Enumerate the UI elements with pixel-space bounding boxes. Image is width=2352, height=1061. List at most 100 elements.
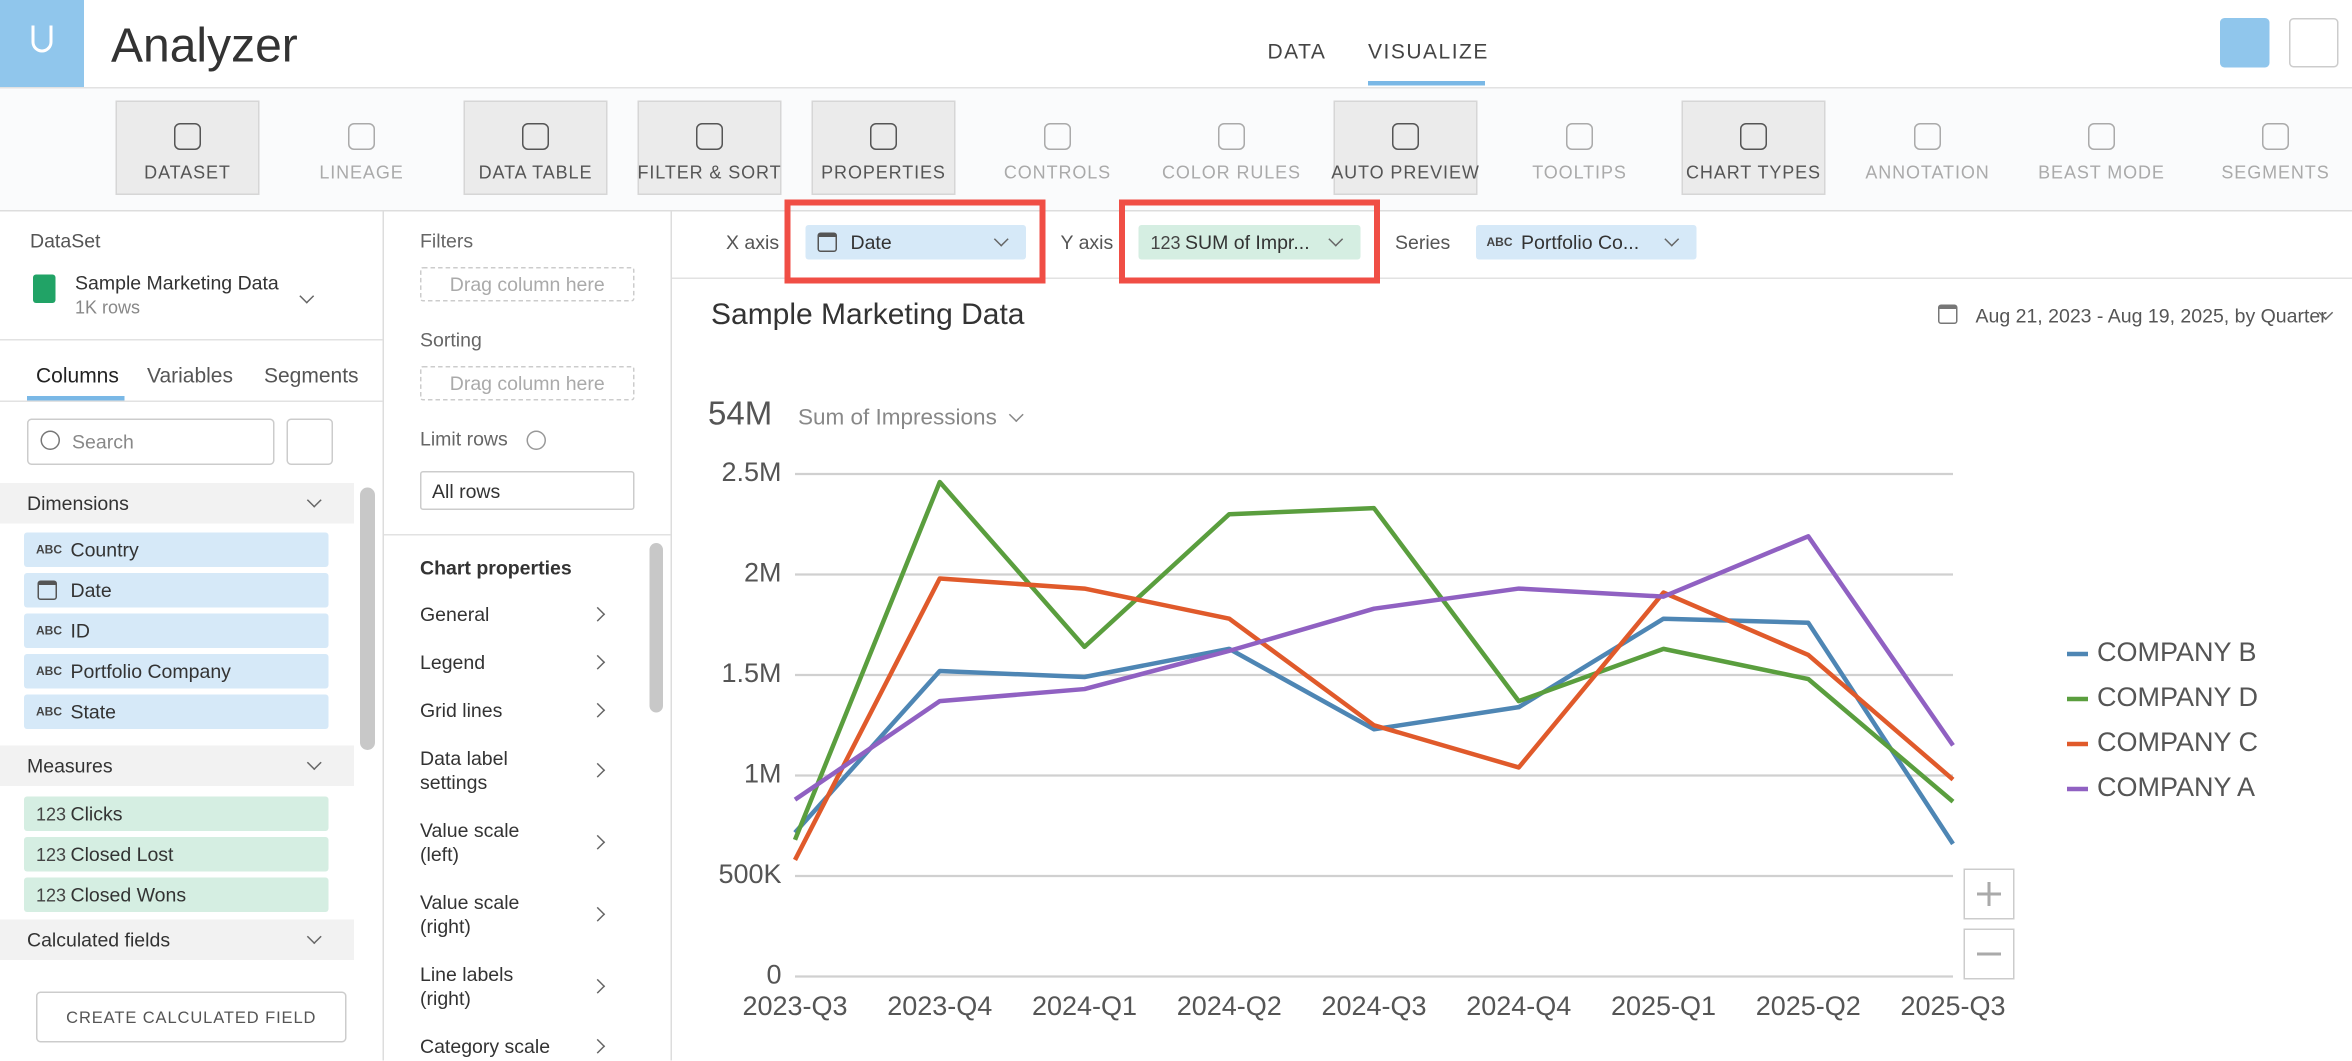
- nav-tab[interactable]: DATA: [1267, 39, 1327, 63]
- dataset-label: DataSet: [30, 229, 101, 253]
- toolbar-icon: [2262, 123, 2289, 150]
- tools-button[interactable]: [2220, 18, 2270, 68]
- y-tick-label: 1.5M: [721, 658, 781, 688]
- property-item[interactable]: Line labels: [420, 963, 514, 986]
- field-chip[interactable]: [24, 613, 329, 648]
- property-item[interactable]: (left): [420, 843, 459, 866]
- header-border: [0, 87, 2352, 89]
- axis-value: SUM of Impr...: [1185, 231, 1310, 254]
- field-type: 123: [36, 804, 67, 825]
- field-chip[interactable]: [24, 654, 329, 689]
- axis-chip[interactable]: [1138, 225, 1361, 260]
- toolbar-button[interactable]: [115, 100, 260, 195]
- x-tick-label: 2023-Q3: [742, 991, 847, 1021]
- toolbar-border: [0, 210, 2352, 212]
- undo-button[interactable]: [2289, 18, 2339, 68]
- toolbar-icon: [348, 123, 375, 150]
- x-tick-label: 2025-Q3: [1900, 991, 2005, 1021]
- section-title: Dimensions: [27, 492, 129, 515]
- panel-tab[interactable]: Segments: [264, 363, 359, 387]
- chevron: [590, 906, 606, 922]
- summary-value: 54M: [708, 394, 773, 433]
- toolbar-button[interactable]: [1681, 100, 1826, 195]
- property-item[interactable]: Legend: [420, 651, 486, 674]
- y-tick-label: 2.5M: [721, 457, 781, 487]
- field-chip[interactable]: [24, 837, 329, 872]
- property-item[interactable]: Value scale: [420, 891, 520, 914]
- property-item[interactable]: (right): [420, 987, 471, 1010]
- toolbar-label: BEAST MODE: [2038, 162, 2165, 183]
- toolbar: [0, 88, 2352, 210]
- field-chip[interactable]: [24, 796, 329, 831]
- field-name: Closed Wons: [70, 883, 187, 907]
- search-box[interactable]: [27, 418, 275, 465]
- divider: [384, 534, 671, 536]
- section-label: Filters: [420, 229, 474, 253]
- toolbar-label: PROPERTIES: [821, 162, 946, 183]
- property-item[interactable]: Data label: [420, 747, 508, 770]
- toolbar-button[interactable]: [1333, 100, 1478, 195]
- axis-chip[interactable]: [805, 225, 1026, 260]
- property-item[interactable]: Grid lines: [420, 699, 503, 722]
- chevron: [590, 978, 606, 994]
- toolbar-label: TOOLTIPS: [1532, 162, 1627, 183]
- axis-value: Portfolio Co...: [1521, 231, 1640, 254]
- toolbar-icon: [696, 123, 723, 150]
- chart-title: Sample Marketing Data: [711, 298, 1025, 332]
- chevron: [590, 1038, 606, 1054]
- summary-measure[interactable]: Sum of Impressions: [798, 405, 997, 431]
- section-label: Sorting: [420, 328, 482, 352]
- divider: [0, 339, 383, 341]
- tab-underline: [27, 396, 125, 401]
- limit-input[interactable]: [420, 471, 635, 510]
- panel-tab[interactable]: Columns: [36, 363, 119, 387]
- field-chip[interactable]: [24, 694, 329, 729]
- x-tick-label: 2024-Q4: [1466, 991, 1571, 1021]
- field-chip[interactable]: [24, 877, 329, 912]
- toolbar-button[interactable]: [463, 100, 608, 195]
- toolbar-label: AUTO PREVIEW: [1331, 162, 1480, 183]
- property-item[interactable]: Category scale: [420, 1035, 551, 1058]
- x-tick-label: 2025-Q2: [1756, 991, 1861, 1021]
- sheet-icon: [33, 274, 56, 303]
- chevron: [590, 762, 606, 778]
- toolbar-icon: [2088, 123, 2115, 150]
- axis-chip[interactable]: [1476, 225, 1697, 260]
- field-chip[interactable]: [24, 573, 329, 608]
- x-tick-label: 2024-Q2: [1177, 991, 1282, 1021]
- property-item[interactable]: General: [420, 603, 490, 626]
- toolbar-icon: [522, 123, 549, 150]
- panel-tab[interactable]: Variables: [147, 363, 233, 387]
- filter-button[interactable]: [286, 418, 333, 465]
- middle-panel-border: [670, 211, 672, 1061]
- field-chip[interactable]: [24, 532, 329, 567]
- toolbar-label: LINEAGE: [319, 162, 404, 183]
- toolbar-icon: [1392, 123, 1419, 150]
- field-name: ID: [70, 619, 91, 643]
- calendar-icon: [1938, 304, 1958, 324]
- property-item[interactable]: Value scale: [420, 819, 520, 842]
- field-type: ABC: [36, 705, 63, 719]
- section-title: Calculated fields: [27, 928, 171, 952]
- limit-value: All rows: [432, 480, 501, 503]
- toolbar-button[interactable]: [637, 100, 782, 195]
- highlight-box: [784, 199, 1046, 284]
- create-button[interactable]: [36, 991, 347, 1043]
- series-line: [793, 616, 1955, 846]
- toolbar-button[interactable]: [811, 100, 956, 195]
- y-tick-label: 0: [766, 960, 781, 990]
- property-item[interactable]: (right): [420, 915, 471, 938]
- date-range[interactable]: Aug 21, 2023 - Aug 19, 2025, by Quarter: [1975, 304, 2327, 328]
- toolbar-icon: [1044, 123, 1071, 150]
- nav-tab[interactable]: VISUALIZE: [1368, 39, 1489, 63]
- x-tick-label: 2024-Q3: [1321, 991, 1426, 1021]
- zoom-plus-v: [1987, 882, 1990, 906]
- series-line: [792, 576, 1955, 861]
- legend-label: COMPANY C: [2097, 727, 2258, 757]
- drop-placeholder: Drag column here: [449, 372, 605, 395]
- drop-zone: [420, 267, 635, 302]
- calendar-icon: [817, 232, 837, 252]
- section-header: [0, 745, 354, 786]
- property-item[interactable]: settings: [420, 771, 488, 794]
